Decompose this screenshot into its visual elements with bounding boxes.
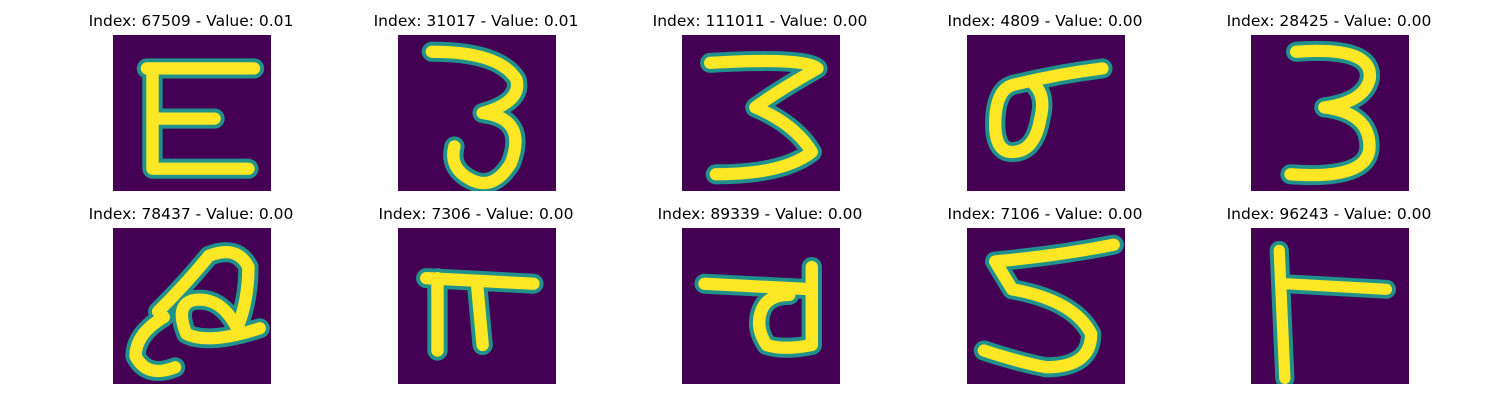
tile-title: Index: 4809 - Value: 0.00 [947,12,1143,30]
digit-tile: Index: 28425 - Value: 0.00 [1179,0,1479,191]
digit-tile: Index: 96243 - Value: 0.00 [1179,193,1479,384]
digit-tile: Index: 7306 - Value: 0.00 [326,193,626,384]
tile-title: Index: 89339 - Value: 0.00 [657,205,863,223]
digit-image [967,35,1125,191]
digit-tile: Index: 67509 - Value: 0.01 [41,0,341,191]
digit-tile: Index: 7106 - Value: 0.00 [895,193,1195,384]
tile-title: Index: 78437 - Value: 0.00 [88,205,294,223]
digit-image [682,35,840,191]
digit-image [113,228,271,384]
tile-title: Index: 28425 - Value: 0.00 [1226,12,1432,30]
digit-image [398,35,556,191]
digit-image [967,228,1125,384]
digit-image [113,35,271,191]
digit-tile: Index: 78437 - Value: 0.00 [41,193,341,384]
tile-title: Index: 96243 - Value: 0.00 [1226,205,1432,223]
digit-image [1251,35,1409,191]
digit-image [398,228,556,384]
digit-tile: Index: 89339 - Value: 0.00 [610,193,910,384]
tile-title: Index: 67509 - Value: 0.01 [88,12,294,30]
digit-tile: Index: 31017 - Value: 0.01 [326,0,626,191]
digit-tile: Index: 4809 - Value: 0.00 [895,0,1195,191]
digit-image [682,228,840,384]
tile-title: Index: 7306 - Value: 0.00 [378,205,574,223]
digit-image [1251,228,1409,384]
tile-title: Index: 31017 - Value: 0.01 [373,12,579,30]
digit-tile: Index: 111011 - Value: 0.00 [610,0,910,191]
tile-title: Index: 7106 - Value: 0.00 [947,205,1143,223]
tile-title: Index: 111011 - Value: 0.00 [652,12,868,30]
